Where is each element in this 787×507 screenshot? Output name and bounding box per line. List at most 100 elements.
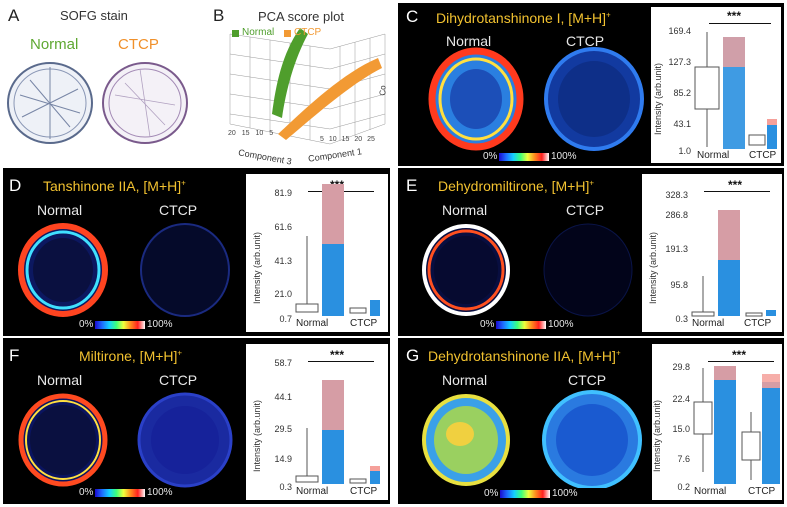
panel-f-ms-images <box>18 392 233 488</box>
panel-d-ctcp-label: CTCP <box>159 202 198 218</box>
panel-d-normal-label: Normal <box>37 202 83 218</box>
legend-ctcp-swatch <box>284 30 291 37</box>
panel-c-title: Dihydrotanshinone I, [M+H]+ <box>436 10 611 26</box>
panel-e-tick: 328.3 <box>665 190 688 200</box>
panel-a-ctcp-label: CTCP <box>118 36 159 53</box>
panel-e-tick: 286.8 <box>665 210 688 220</box>
panel-g-ms-images <box>422 390 642 488</box>
normal-stain-section <box>7 62 93 144</box>
panel-f-title: Miltirone, [M+H]+ <box>79 348 183 364</box>
panel-e-scale-min: 0% <box>480 319 495 330</box>
panel-g-x-ctcp: CTCP <box>748 486 776 497</box>
panel-e-tick: 0.3 <box>675 314 688 324</box>
panel-f-tick: 58.7 <box>274 358 292 368</box>
panel-e-tick: 95.8 <box>670 280 688 290</box>
panel-d-tick: 41.3 <box>274 256 292 266</box>
panel-letter-c: C <box>406 7 419 26</box>
panel-letter-f: F <box>9 346 20 365</box>
panel-f-tick: 44.1 <box>274 392 292 402</box>
pca-ticks-right: 5 10 15 20 25 <box>320 136 375 143</box>
pca-legend-normal: Normal <box>242 27 275 38</box>
panel-f-tick: 29.5 <box>274 424 292 434</box>
pca-ticks-left: 20 15 10 5 <box>228 130 274 137</box>
panel-f-scale-max: 100% <box>147 487 173 498</box>
panel-c-ctcp-label: CTCP <box>566 33 605 49</box>
ctcp-stain-section <box>102 62 188 144</box>
panel-f-ylabel: Intensity (arb.unit) <box>252 399 262 472</box>
panel-c-x-normal: Normal <box>697 150 730 161</box>
panel-c: C Dihydrotanshinone I, [M+H]+ Normal CTC… <box>398 3 784 166</box>
panel-g-significance: *** <box>732 348 747 362</box>
panel-e-ms-images <box>422 223 633 317</box>
legend-normal-swatch <box>232 30 239 37</box>
panel-c-ylabel: Intensity (arb.unit) <box>653 62 663 135</box>
panel-c-tick: 85.2 <box>673 88 691 98</box>
panel-c-significance: *** <box>727 9 742 23</box>
panel-g-tick: 7.6 <box>677 454 690 464</box>
panel-g-ylabel: Intensity (arb.unit) <box>652 399 662 472</box>
panel-g-title: Dehydrotanshinone IIA, [M+H]+ <box>428 348 621 364</box>
panel-g-tick: 15.0 <box>672 424 690 434</box>
panel-d-boxplot: *** 81.9 61.6 41.3 21.0 0.7 Intensity (a… <box>246 174 388 332</box>
panel-e-color-scale <box>496 321 546 329</box>
panel-g-scale-max: 100% <box>552 488 578 499</box>
panel-c-tick: 127.3 <box>668 57 691 67</box>
panel-f-x-ctcp: CTCP <box>350 486 378 497</box>
panel-g-color-scale <box>500 490 550 498</box>
panel-d-scale-max: 100% <box>147 319 173 330</box>
panel-c-boxplot: *** 169.4 127.3 85.2 43.1 1.0 Intensity … <box>651 7 781 163</box>
panel-c-scale-max: 100% <box>551 151 577 162</box>
panel-g-x-normal: Normal <box>694 486 727 497</box>
panel-c-tick: 169.4 <box>668 26 691 36</box>
panel-d: D Tanshinone IIA, [M+H]+ Normal CTCP 0% … <box>3 168 390 336</box>
panel-c-normal-label: Normal <box>446 33 492 49</box>
pca-normal-cluster <box>272 28 308 118</box>
panel-d-tick: 21.0 <box>274 289 292 299</box>
panel-f-boxplot: *** 58.7 44.1 29.5 14.9 0.3 Intensity (a… <box>246 344 388 500</box>
panel-a-title: SOFG stain <box>60 8 128 23</box>
sofg-stain-images <box>7 62 188 144</box>
panel-f-tick: 14.9 <box>274 454 292 464</box>
panel-c-tick: 1.0 <box>678 146 691 156</box>
panel-letter-e: E <box>406 176 418 195</box>
panel-g-tick: 0.2 <box>677 482 690 492</box>
panel-d-tick: 81.9 <box>274 188 292 198</box>
panel-f-x-normal: Normal <box>296 486 329 497</box>
panel-e: E Dehydromiltirone, [M+H]+ Normal CTCP 0… <box>398 168 784 336</box>
panel-e-x-normal: Normal <box>692 318 725 329</box>
panel-c-scale-min: 0% <box>483 151 498 162</box>
panel-f-tick: 0.3 <box>279 482 292 492</box>
panel-e-ctcp-label: CTCP <box>566 202 605 218</box>
panel-d-scale-min: 0% <box>79 319 94 330</box>
panel-g-boxplot: *** 29.8 22.4 15.0 7.6 0.2 Intensity (ar… <box>652 344 782 500</box>
panel-f-scale-min: 0% <box>79 487 94 498</box>
panel-d-tick: 61.6 <box>274 222 292 232</box>
panel-c-x-ctcp: CTCP <box>749 150 777 161</box>
panel-d-ylabel: Intensity (arb.unit) <box>252 231 262 304</box>
panel-e-ylabel: Intensity (arb.unit) <box>648 231 658 304</box>
pca-ctcp-cluster <box>278 58 382 140</box>
panel-b-title: PCA score plot <box>258 9 344 24</box>
panel-c-color-scale <box>499 153 549 161</box>
panel-letter-a: A <box>8 6 20 25</box>
panel-letter-b: B <box>213 6 225 25</box>
panel-g-ctcp-label: CTCP <box>568 372 607 388</box>
panel-d-tick: 0.7 <box>279 314 292 324</box>
panel-a-normal-label: Normal <box>30 36 79 53</box>
panel-letter-d: D <box>9 176 22 195</box>
panel-letter-g: G <box>406 346 420 365</box>
panel-d-title: Tanshinone IIA, [M+H]+ <box>43 178 186 194</box>
panel-f-color-scale <box>95 489 145 497</box>
panel-c-ms-images <box>428 47 644 151</box>
panel-f: F Miltirone, [M+H]+ Normal CTCP 0% 100% … <box>3 338 390 504</box>
panel-e-normal-label: Normal <box>442 202 488 218</box>
panel-g-tick: 29.8 <box>672 362 690 372</box>
panel-d-x-normal: Normal <box>296 318 329 329</box>
panel-e-boxplot: *** 328.3 286.8 191.3 95.8 0.3 Intensity… <box>642 174 782 332</box>
panel-d-x-ctcp: CTCP <box>350 318 378 329</box>
panel-e-significance: *** <box>728 178 743 192</box>
pca-axis-component2: Co <box>378 85 388 96</box>
pca-score-plot <box>229 28 386 145</box>
panel-d-color-scale <box>95 321 145 329</box>
panel-g-tick: 22.4 <box>672 394 690 404</box>
